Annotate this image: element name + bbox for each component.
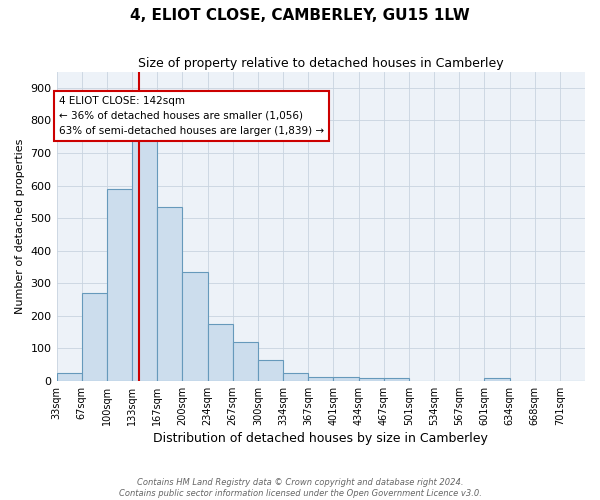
Bar <box>233 342 258 381</box>
Bar <box>308 376 334 381</box>
Bar <box>82 293 107 381</box>
Bar <box>107 189 132 381</box>
Bar <box>359 378 383 381</box>
Bar <box>208 324 233 381</box>
Bar <box>484 378 509 381</box>
Text: Contains HM Land Registry data © Crown copyright and database right 2024.
Contai: Contains HM Land Registry data © Crown c… <box>119 478 481 498</box>
Bar <box>334 376 359 381</box>
Bar <box>157 206 182 381</box>
Y-axis label: Number of detached properties: Number of detached properties <box>15 138 25 314</box>
Bar <box>182 272 208 381</box>
Bar <box>383 378 409 381</box>
Title: Size of property relative to detached houses in Camberley: Size of property relative to detached ho… <box>138 58 503 70</box>
Bar <box>56 372 82 381</box>
Bar <box>283 372 308 381</box>
Text: 4, ELIOT CLOSE, CAMBERLEY, GU15 1LW: 4, ELIOT CLOSE, CAMBERLEY, GU15 1LW <box>130 8 470 22</box>
X-axis label: Distribution of detached houses by size in Camberley: Distribution of detached houses by size … <box>154 432 488 445</box>
Bar <box>132 140 157 381</box>
Bar <box>258 360 283 381</box>
Text: 4 ELIOT CLOSE: 142sqm
← 36% of detached houses are smaller (1,056)
63% of semi-d: 4 ELIOT CLOSE: 142sqm ← 36% of detached … <box>59 96 324 136</box>
